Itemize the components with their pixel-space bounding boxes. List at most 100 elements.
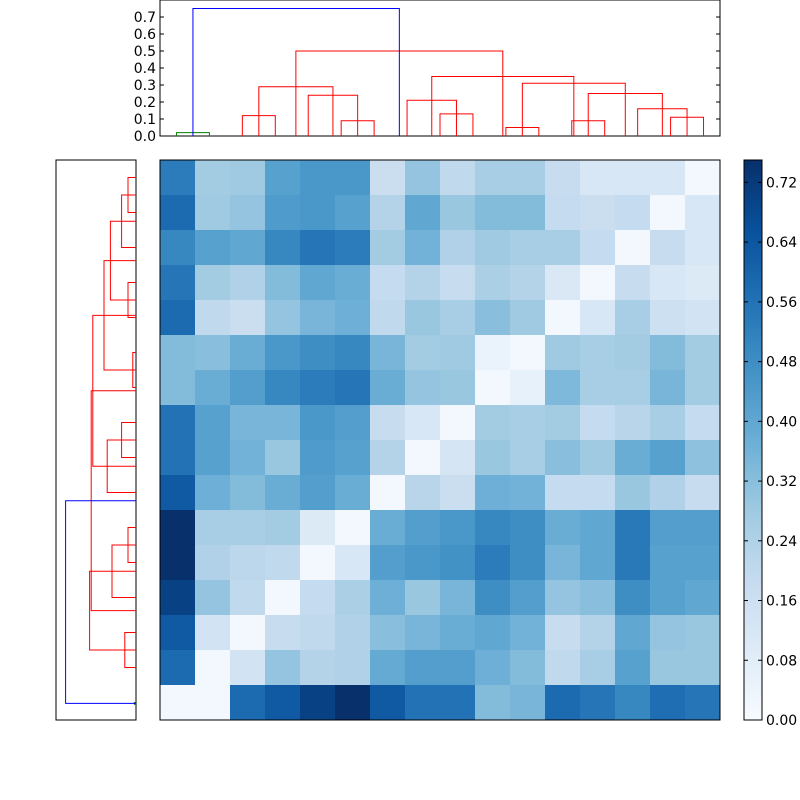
heatmap-cell-r9-c12 bbox=[580, 475, 616, 511]
colorbar-tick-label: 0.24 bbox=[766, 534, 797, 550]
heatmap-cell-r14-c8 bbox=[440, 650, 476, 686]
heatmap-cell-r14-c15 bbox=[685, 650, 721, 686]
heatmap-cell-r9-c2 bbox=[230, 475, 266, 511]
heatmap-cell-r11-c6 bbox=[370, 545, 406, 581]
heatmap-cell-r3-c10 bbox=[510, 265, 546, 301]
heatmap-cell-r4-c9 bbox=[475, 300, 511, 336]
heatmap-cell-r4-c5 bbox=[335, 300, 371, 336]
heatmap-cell-r15-c15 bbox=[685, 685, 721, 721]
heatmap-cell-r15-c10 bbox=[510, 685, 546, 721]
heatmap-cell-r4-c12 bbox=[580, 300, 616, 336]
left-dendrogram-link-15 bbox=[65, 500, 136, 704]
heatmap-cell-r9-c7 bbox=[405, 475, 441, 511]
heatmap-cell-r4-c13 bbox=[615, 300, 651, 336]
heatmap-cell-r12-c7 bbox=[405, 580, 441, 616]
heatmap-cell-r2-c4 bbox=[300, 230, 336, 266]
heatmap-cell-r14-c4 bbox=[300, 650, 336, 686]
heatmap-cell-r7-c0 bbox=[160, 405, 196, 441]
colorbar-tick-label: 0.40 bbox=[766, 414, 797, 430]
heatmap-cell-r2-c14 bbox=[650, 230, 686, 266]
heatmap-cell-r15-c1 bbox=[195, 685, 231, 721]
heatmap-cell-r6-c9 bbox=[475, 370, 511, 406]
heatmap-cell-r1-c1 bbox=[195, 195, 231, 231]
heatmap-cell-r2-c15 bbox=[685, 230, 721, 266]
heatmap-cell-r2-c7 bbox=[405, 230, 441, 266]
heatmap-cell-r15-c5 bbox=[335, 685, 371, 721]
heatmap-cell-r1-c14 bbox=[650, 195, 686, 231]
heatmap-cell-r12-c13 bbox=[615, 580, 651, 616]
heatmap-cell-r1-c8 bbox=[440, 195, 476, 231]
heatmap-cell-r4-c1 bbox=[195, 300, 231, 336]
heatmap-cell-r5-c3 bbox=[265, 335, 301, 371]
heatmap-cell-r0-c15 bbox=[685, 160, 721, 196]
heatmap-cell-r10-c2 bbox=[230, 510, 266, 546]
heatmap-cell-r14-c13 bbox=[615, 650, 651, 686]
heatmap-cell-r0-c10 bbox=[510, 160, 546, 196]
heatmap-cell-r12-c2 bbox=[230, 580, 266, 616]
heatmap-cell-r12-c4 bbox=[300, 580, 336, 616]
left-dendrogram-link-12 bbox=[89, 570, 136, 651]
heatmap-cell-r3-c9 bbox=[475, 265, 511, 301]
top-dendrogram-tick-label: 0.5 bbox=[134, 44, 156, 60]
colorbar-tick-label: 0.64 bbox=[766, 235, 797, 251]
heatmap-cells bbox=[160, 160, 721, 721]
heatmap-cell-r14-c7 bbox=[405, 650, 441, 686]
heatmap-cell-r9-c10 bbox=[510, 475, 546, 511]
heatmap-cell-r0-c0 bbox=[160, 160, 196, 196]
top-dendrogram-tick-label: 0.3 bbox=[134, 78, 156, 94]
heatmap-cell-r12-c8 bbox=[440, 580, 476, 616]
heatmap-cell-r12-c11 bbox=[545, 580, 581, 616]
heatmap-cell-r15-c14 bbox=[650, 685, 686, 721]
heatmap-cell-r1-c5 bbox=[335, 195, 371, 231]
heatmap-cell-r10-c1 bbox=[195, 510, 231, 546]
heatmap-cell-r9-c3 bbox=[265, 475, 301, 511]
heatmap-cell-r14-c9 bbox=[475, 650, 511, 686]
heatmap-cell-r10-c3 bbox=[265, 510, 301, 546]
colorbar-tick-label: 0.72 bbox=[766, 175, 797, 191]
heatmap-cell-r11-c13 bbox=[615, 545, 651, 581]
heatmap-cell-r10-c10 bbox=[510, 510, 546, 546]
heatmap-cell-r4-c6 bbox=[370, 300, 406, 336]
heatmap-cell-r6-c7 bbox=[405, 370, 441, 406]
heatmap-cell-r5-c2 bbox=[230, 335, 266, 371]
heatmap-cell-r2-c0 bbox=[160, 230, 196, 266]
heatmap-cell-r1-c7 bbox=[405, 195, 441, 231]
heatmap-cell-r5-c10 bbox=[510, 335, 546, 371]
heatmap-cell-r5-c12 bbox=[580, 335, 616, 371]
heatmap-cell-r6-c12 bbox=[580, 370, 616, 406]
heatmap-cell-r4-c7 bbox=[405, 300, 441, 336]
heatmap-cell-r11-c9 bbox=[475, 545, 511, 581]
heatmap-cell-r9-c0 bbox=[160, 475, 196, 511]
heatmap-cell-r10-c0 bbox=[160, 510, 196, 546]
heatmap-cell-r2-c12 bbox=[580, 230, 616, 266]
heatmap-cell-r0-c4 bbox=[300, 160, 336, 196]
heatmap-cell-r10-c5 bbox=[335, 510, 371, 546]
heatmap-cell-r7-c11 bbox=[545, 405, 581, 441]
heatmap-cell-r14-c3 bbox=[265, 650, 301, 686]
heatmap-cell-r6-c3 bbox=[265, 370, 301, 406]
heatmap-cell-r14-c2 bbox=[230, 650, 266, 686]
heatmap-cell-r6-c5 bbox=[335, 370, 371, 406]
heatmap-cell-r1-c0 bbox=[160, 195, 196, 231]
heatmap-cell-r4-c3 bbox=[265, 300, 301, 336]
heatmap-cell-r4-c0 bbox=[160, 300, 196, 336]
heatmap-cell-r3-c3 bbox=[265, 265, 301, 301]
heatmap-cell-r11-c0 bbox=[160, 545, 196, 581]
heatmap-cell-r6-c8 bbox=[440, 370, 476, 406]
heatmap-cell-r9-c11 bbox=[545, 475, 581, 511]
heatmap-cell-r15-c12 bbox=[580, 685, 616, 721]
heatmap-cell-r1-c15 bbox=[685, 195, 721, 231]
heatmap-cell-r5-c9 bbox=[475, 335, 511, 371]
heatmap-cell-r11-c2 bbox=[230, 545, 266, 581]
heatmap-cell-r2-c13 bbox=[615, 230, 651, 266]
heatmap-cell-r13-c2 bbox=[230, 615, 266, 651]
heatmap-cell-r10-c7 bbox=[405, 510, 441, 546]
heatmap-cell-r15-c2 bbox=[230, 685, 266, 721]
left-dendrogram-links bbox=[65, 177, 136, 705]
top-dendrogram-tick-label: 0.0 bbox=[134, 129, 156, 145]
heatmap-cell-r8-c14 bbox=[650, 440, 686, 476]
heatmap-cell-r4-c15 bbox=[685, 300, 721, 336]
heatmap-cell-r13-c7 bbox=[405, 615, 441, 651]
heatmap-cell-r5-c6 bbox=[370, 335, 406, 371]
heatmap-cell-r12-c14 bbox=[650, 580, 686, 616]
